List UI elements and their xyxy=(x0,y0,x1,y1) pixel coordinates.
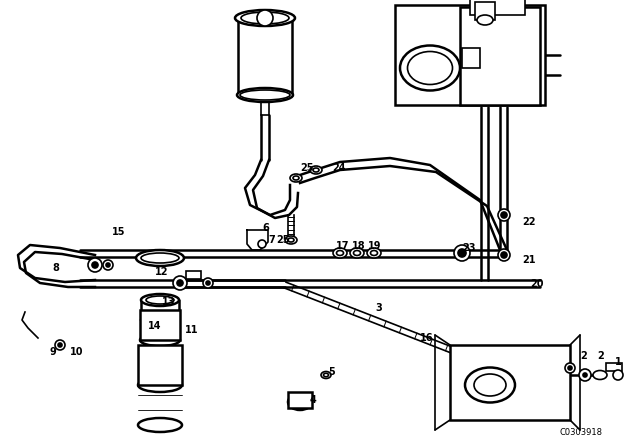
Ellipse shape xyxy=(465,367,515,402)
Ellipse shape xyxy=(288,238,294,242)
Ellipse shape xyxy=(477,15,493,25)
Circle shape xyxy=(454,245,470,261)
Circle shape xyxy=(501,212,507,218)
Ellipse shape xyxy=(138,418,182,432)
Text: 3: 3 xyxy=(375,303,381,313)
Ellipse shape xyxy=(241,12,289,24)
Bar xyxy=(288,392,312,408)
Bar xyxy=(138,345,182,385)
Bar xyxy=(470,0,525,15)
Bar xyxy=(450,345,570,420)
Ellipse shape xyxy=(141,294,179,306)
Ellipse shape xyxy=(136,250,184,266)
Circle shape xyxy=(173,276,187,290)
Ellipse shape xyxy=(323,373,328,377)
Text: 15: 15 xyxy=(112,227,125,237)
Ellipse shape xyxy=(138,378,182,392)
Ellipse shape xyxy=(337,250,344,255)
Text: 12: 12 xyxy=(155,267,168,277)
Ellipse shape xyxy=(400,46,460,90)
Circle shape xyxy=(206,281,210,285)
Text: 23: 23 xyxy=(462,243,476,253)
Ellipse shape xyxy=(310,166,322,174)
Text: 4: 4 xyxy=(310,395,317,405)
Ellipse shape xyxy=(285,236,297,244)
Ellipse shape xyxy=(290,174,302,182)
Ellipse shape xyxy=(313,168,319,172)
Ellipse shape xyxy=(288,394,312,410)
Text: 9: 9 xyxy=(50,347,57,357)
Ellipse shape xyxy=(292,397,308,407)
Text: 8: 8 xyxy=(52,263,59,273)
Bar xyxy=(462,48,480,68)
Circle shape xyxy=(177,280,183,286)
Ellipse shape xyxy=(353,250,360,255)
Circle shape xyxy=(58,343,62,347)
Text: 19: 19 xyxy=(368,241,381,251)
Bar xyxy=(395,5,545,105)
Ellipse shape xyxy=(235,10,295,26)
Ellipse shape xyxy=(140,334,180,346)
Ellipse shape xyxy=(408,52,452,85)
Text: 10: 10 xyxy=(70,347,83,357)
Circle shape xyxy=(501,252,507,258)
Ellipse shape xyxy=(367,248,381,258)
Ellipse shape xyxy=(350,248,364,258)
Text: 17: 17 xyxy=(336,241,349,251)
Text: 18: 18 xyxy=(352,241,365,251)
Ellipse shape xyxy=(141,314,179,326)
Circle shape xyxy=(106,263,110,267)
Text: 25: 25 xyxy=(276,235,289,245)
Circle shape xyxy=(55,340,65,350)
Text: 6: 6 xyxy=(262,223,269,233)
Text: 2: 2 xyxy=(580,351,587,361)
Ellipse shape xyxy=(593,370,607,379)
Circle shape xyxy=(92,262,98,268)
Circle shape xyxy=(498,249,510,261)
Ellipse shape xyxy=(240,90,290,100)
Ellipse shape xyxy=(140,364,180,376)
Ellipse shape xyxy=(321,371,331,379)
Ellipse shape xyxy=(333,248,347,258)
Circle shape xyxy=(88,258,102,272)
Circle shape xyxy=(565,363,575,373)
Circle shape xyxy=(568,366,572,370)
Bar xyxy=(606,363,622,371)
Bar xyxy=(186,271,201,279)
Circle shape xyxy=(458,249,466,257)
Text: 1: 1 xyxy=(615,357,621,367)
Ellipse shape xyxy=(474,374,506,396)
Text: 14: 14 xyxy=(148,321,161,331)
Circle shape xyxy=(583,373,587,377)
Circle shape xyxy=(579,369,591,381)
Text: 24: 24 xyxy=(332,163,346,173)
Text: 22: 22 xyxy=(522,217,536,227)
Text: C0303918: C0303918 xyxy=(560,427,603,436)
Text: 20: 20 xyxy=(530,279,543,289)
Bar xyxy=(460,7,540,105)
Text: 11: 11 xyxy=(185,325,198,335)
Text: 13: 13 xyxy=(162,297,175,307)
Text: 25: 25 xyxy=(300,163,314,173)
Circle shape xyxy=(257,10,273,26)
Ellipse shape xyxy=(141,253,179,263)
Circle shape xyxy=(203,278,213,288)
Ellipse shape xyxy=(293,176,299,180)
Text: 7: 7 xyxy=(268,235,275,245)
Bar xyxy=(475,2,495,20)
Text: 16: 16 xyxy=(420,333,433,343)
Text: 2: 2 xyxy=(597,351,604,361)
Bar xyxy=(140,310,180,340)
Ellipse shape xyxy=(371,250,378,255)
Ellipse shape xyxy=(237,88,293,102)
Ellipse shape xyxy=(146,296,174,304)
Text: 5: 5 xyxy=(328,367,335,377)
Circle shape xyxy=(103,260,113,270)
Circle shape xyxy=(258,240,266,248)
Circle shape xyxy=(498,209,510,221)
Circle shape xyxy=(613,370,623,380)
Text: 21: 21 xyxy=(522,255,536,265)
